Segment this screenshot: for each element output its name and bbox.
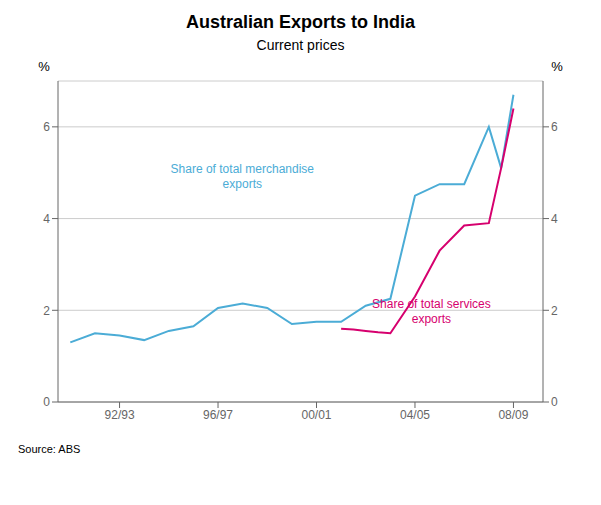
- svg-text:96/97: 96/97: [203, 408, 233, 422]
- svg-text:6: 6: [43, 120, 50, 134]
- html-text:Australian Exports to India: Australian Exports to India: [186, 12, 415, 32]
- svg-text:00/01: 00/01: [301, 408, 331, 422]
- html-text:Share of total merchandise: Share of total merchandise: [170, 162, 314, 177]
- html-text:Source: ABS: Source: ABS: [18, 443, 81, 455]
- html-text:Share of total services: Share of total services: [372, 297, 491, 312]
- svg-text:6: 6: [551, 120, 558, 134]
- svg-text:04/05: 04/05: [400, 408, 430, 422]
- svg-text:0: 0: [43, 395, 50, 409]
- svg-text:4: 4: [43, 212, 50, 226]
- html-text:exports: exports: [222, 177, 262, 192]
- html-text:Current prices: Current prices: [256, 37, 345, 53]
- svg-text:92/93: 92/93: [105, 408, 135, 422]
- svg-text:08/09: 08/09: [498, 408, 528, 422]
- svg-text:4: 4: [551, 212, 558, 226]
- svg-text:2: 2: [43, 304, 50, 318]
- svg-text:0: 0: [551, 395, 558, 409]
- html-text:exports: exports: [411, 312, 452, 327]
- svg-text:2: 2: [551, 304, 558, 318]
